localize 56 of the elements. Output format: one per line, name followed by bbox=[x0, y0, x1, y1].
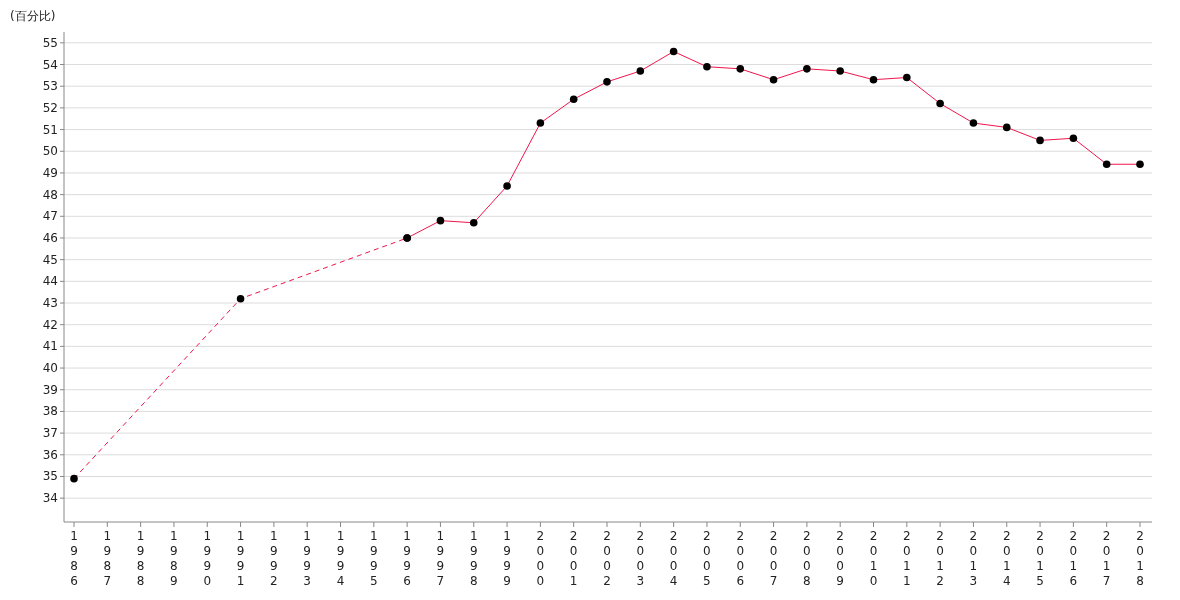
x-tick-label: 2017 bbox=[1102, 529, 1111, 588]
x-tick-label: 1993 bbox=[303, 529, 312, 588]
x-tick-label: 2003 bbox=[636, 529, 645, 588]
y-tick-label: 49 bbox=[42, 165, 58, 180]
y-tick-label: 45 bbox=[42, 252, 58, 267]
y-tick-label: 42 bbox=[42, 317, 58, 332]
x-tick-label: 1989 bbox=[170, 529, 178, 588]
x-tick-label: 2013 bbox=[969, 529, 978, 588]
x-tick-label: 1990 bbox=[203, 529, 212, 588]
x-tick-label: 1998 bbox=[469, 529, 478, 588]
x-tick-label: 2005 bbox=[703, 529, 711, 588]
y-tick-label: 34 bbox=[42, 491, 58, 506]
x-tick-label: 2000 bbox=[536, 529, 545, 588]
x-tick-label: 2012 bbox=[936, 529, 944, 588]
x-tick-label: 2014 bbox=[1002, 529, 1011, 588]
y-tick-label: 52 bbox=[42, 100, 58, 115]
x-tick-label: 2002 bbox=[603, 529, 611, 588]
x-tick-label: 2016 bbox=[1069, 529, 1078, 588]
x-tick-label: 1994 bbox=[336, 529, 345, 588]
y-tick-label: 48 bbox=[42, 187, 58, 202]
y-tick-label: 55 bbox=[42, 35, 58, 50]
x-tick-label: 2004 bbox=[669, 529, 678, 588]
x-tick-label: 1999 bbox=[503, 529, 511, 588]
x-tick-label: 1991 bbox=[236, 529, 245, 588]
y-tick-label: 53 bbox=[42, 79, 58, 94]
x-tick-label: 1996 bbox=[403, 529, 411, 588]
x-tick-label: 1997 bbox=[436, 529, 445, 588]
x-tick-label: 2009 bbox=[836, 529, 845, 588]
y-tick-label: 50 bbox=[42, 144, 58, 159]
x-tick-label: 1992 bbox=[270, 529, 278, 588]
x-tick-label: 2008 bbox=[803, 529, 811, 588]
y-tick-label: 43 bbox=[42, 296, 58, 311]
y-tick-label: 37 bbox=[42, 426, 58, 441]
y-tick-label: 36 bbox=[42, 447, 58, 462]
x-tick-label: 2018 bbox=[1136, 529, 1144, 588]
x-tick-label: 2011 bbox=[902, 529, 911, 588]
x-tick-label: 2001 bbox=[569, 529, 578, 588]
x-tick-label: 2007 bbox=[769, 529, 778, 588]
x-tick-label: 2010 bbox=[869, 529, 878, 588]
y-tick-label: 47 bbox=[42, 209, 58, 224]
y-tick-label: 51 bbox=[42, 122, 58, 137]
x-tick-label: 1995 bbox=[369, 529, 378, 588]
y-tick-label: 38 bbox=[42, 404, 58, 419]
y-tick-label: 54 bbox=[42, 57, 58, 72]
x-tick-label: 2006 bbox=[736, 529, 745, 588]
y-tick-label: 44 bbox=[42, 274, 58, 289]
y-tick-label: 35 bbox=[42, 469, 58, 484]
y-tick-label: 40 bbox=[42, 361, 58, 376]
x-tick-label: 1988 bbox=[136, 529, 145, 588]
x-tick-label: 1986 bbox=[70, 529, 78, 588]
x-tick-label: 1987 bbox=[103, 529, 112, 588]
y-axis-title: (百分比) bbox=[10, 9, 56, 23]
x-tick-label: 2015 bbox=[1036, 529, 1044, 588]
y-tick-label: 41 bbox=[42, 339, 58, 354]
y-tick-label: 39 bbox=[42, 382, 58, 397]
y-tick-label: 46 bbox=[42, 230, 58, 245]
